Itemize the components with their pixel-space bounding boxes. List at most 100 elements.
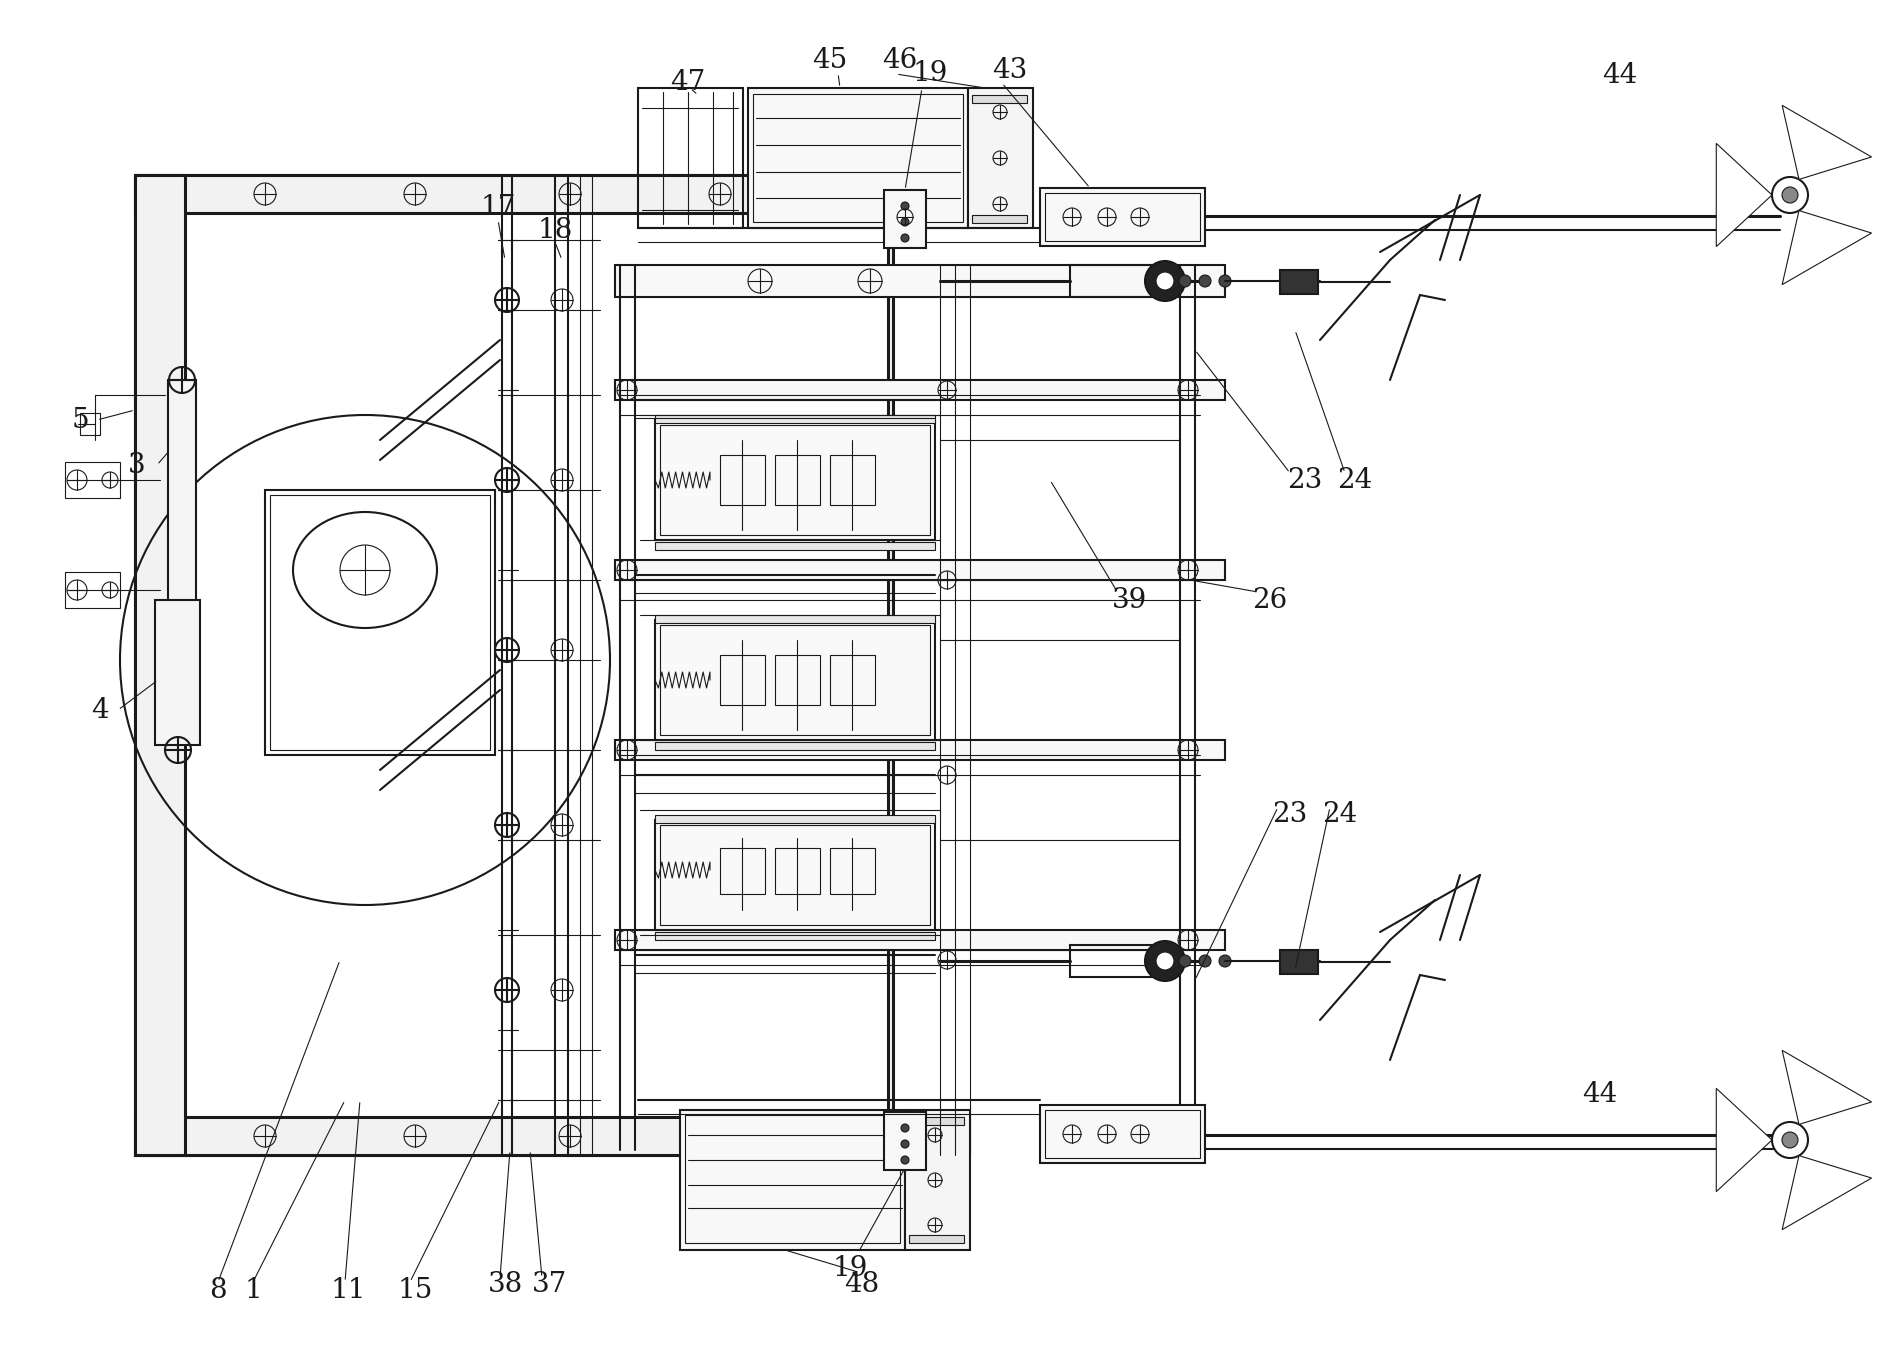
Bar xyxy=(655,616,935,622)
Bar xyxy=(614,560,1224,580)
Circle shape xyxy=(901,1123,909,1132)
Bar xyxy=(971,96,1026,102)
Bar xyxy=(655,420,935,541)
Bar xyxy=(134,1117,890,1155)
Text: 38: 38 xyxy=(487,1272,523,1298)
Bar xyxy=(829,455,875,505)
Bar xyxy=(720,848,765,894)
Text: 18: 18 xyxy=(536,217,572,243)
Bar xyxy=(79,414,100,435)
Text: 4: 4 xyxy=(91,696,110,723)
Circle shape xyxy=(901,1140,909,1148)
Bar xyxy=(752,94,963,222)
Text: 17: 17 xyxy=(480,194,516,221)
Text: 44: 44 xyxy=(1581,1081,1617,1108)
Bar xyxy=(829,655,875,704)
Bar xyxy=(888,175,892,1155)
Text: 15: 15 xyxy=(397,1276,433,1304)
Bar xyxy=(655,820,935,930)
Bar xyxy=(155,601,200,745)
Circle shape xyxy=(901,233,909,242)
Circle shape xyxy=(901,218,909,227)
Text: 39: 39 xyxy=(1113,587,1147,613)
Bar xyxy=(1039,1106,1205,1163)
Circle shape xyxy=(1156,951,1173,971)
Circle shape xyxy=(1198,274,1211,287)
Text: 24: 24 xyxy=(1337,467,1371,494)
Bar xyxy=(134,175,890,1155)
Text: 24: 24 xyxy=(1322,801,1356,829)
Bar xyxy=(1045,1110,1200,1158)
Bar xyxy=(134,175,890,213)
Bar xyxy=(655,815,935,823)
Circle shape xyxy=(1218,955,1230,966)
Circle shape xyxy=(1772,1122,1808,1158)
Bar xyxy=(655,620,935,740)
Bar xyxy=(905,1110,969,1250)
Text: 19: 19 xyxy=(912,60,946,86)
Text: 46: 46 xyxy=(882,46,918,74)
Text: 1: 1 xyxy=(244,1276,263,1304)
Bar xyxy=(64,572,119,607)
Circle shape xyxy=(1198,955,1211,966)
Circle shape xyxy=(901,1156,909,1164)
Bar xyxy=(270,495,489,749)
Text: 47: 47 xyxy=(671,68,705,96)
Bar xyxy=(680,1110,905,1250)
Bar xyxy=(684,1115,899,1244)
Text: 8: 8 xyxy=(210,1276,227,1304)
Text: 11: 11 xyxy=(331,1276,366,1304)
Circle shape xyxy=(901,202,909,210)
Bar xyxy=(168,379,196,616)
Bar xyxy=(655,932,935,940)
Bar xyxy=(748,87,967,228)
Bar xyxy=(655,415,935,423)
Bar xyxy=(1069,945,1164,977)
Polygon shape xyxy=(1781,1050,1870,1125)
Text: 23: 23 xyxy=(1271,801,1307,829)
Bar xyxy=(1039,188,1205,246)
Text: 23: 23 xyxy=(1286,467,1322,494)
Bar xyxy=(1279,270,1317,293)
Circle shape xyxy=(1179,274,1190,287)
Text: 43: 43 xyxy=(992,56,1028,83)
Bar xyxy=(614,379,1224,400)
Bar xyxy=(884,190,926,248)
Bar xyxy=(967,87,1033,228)
Bar xyxy=(638,87,742,228)
Bar xyxy=(655,743,935,749)
Text: 48: 48 xyxy=(844,1272,878,1298)
Bar xyxy=(884,1112,926,1170)
Bar xyxy=(720,455,765,505)
Bar xyxy=(829,848,875,894)
Bar xyxy=(659,625,929,734)
Bar xyxy=(971,216,1026,222)
Bar xyxy=(774,848,820,894)
Bar xyxy=(720,655,765,704)
Bar xyxy=(134,175,185,1155)
Bar xyxy=(659,824,929,925)
Circle shape xyxy=(1179,955,1190,966)
Bar xyxy=(774,455,820,505)
Bar xyxy=(64,461,119,498)
Text: 19: 19 xyxy=(831,1254,867,1282)
Text: 45: 45 xyxy=(812,46,846,74)
Bar xyxy=(659,425,929,535)
Bar xyxy=(264,490,495,755)
Bar xyxy=(1279,950,1317,975)
Circle shape xyxy=(1218,274,1230,287)
Circle shape xyxy=(1145,261,1184,302)
Bar xyxy=(774,655,820,704)
Polygon shape xyxy=(1781,210,1870,285)
Bar xyxy=(614,930,1224,950)
Bar xyxy=(1069,265,1164,298)
Bar xyxy=(909,1235,963,1244)
Bar xyxy=(655,542,935,550)
Polygon shape xyxy=(1715,143,1772,247)
Circle shape xyxy=(1781,187,1796,203)
Circle shape xyxy=(1156,272,1173,289)
Bar xyxy=(614,740,1224,760)
Text: 3: 3 xyxy=(128,452,145,479)
Circle shape xyxy=(1145,940,1184,981)
Polygon shape xyxy=(1715,1088,1772,1192)
